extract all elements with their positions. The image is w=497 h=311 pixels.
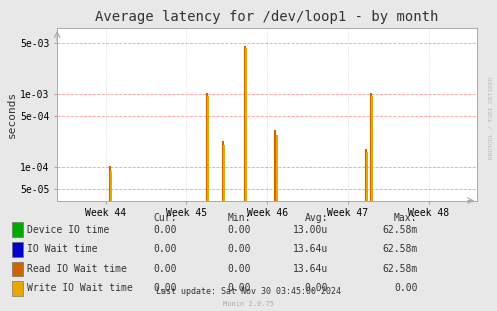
Text: 62.58m: 62.58m	[382, 264, 417, 274]
Text: 0.00: 0.00	[394, 283, 417, 293]
Text: Read IO Wait time: Read IO Wait time	[27, 264, 127, 274]
Text: 0.00: 0.00	[153, 225, 176, 234]
Text: Min:: Min:	[228, 213, 251, 223]
Text: 0.00: 0.00	[153, 283, 176, 293]
Text: 13.64u: 13.64u	[293, 244, 328, 254]
Text: Write IO Wait time: Write IO Wait time	[27, 283, 133, 293]
Text: Avg:: Avg:	[305, 213, 328, 223]
Text: Last update: Sat Nov 30 03:45:00 2024: Last update: Sat Nov 30 03:45:00 2024	[156, 287, 341, 296]
Text: Cur:: Cur:	[153, 213, 176, 223]
Text: Device IO time: Device IO time	[27, 225, 109, 234]
Text: 0.00: 0.00	[153, 244, 176, 254]
Text: 13.00u: 13.00u	[293, 225, 328, 234]
Text: 62.58m: 62.58m	[382, 225, 417, 234]
Text: IO Wait time: IO Wait time	[27, 244, 98, 254]
Title: Average latency for /dev/loop1 - by month: Average latency for /dev/loop1 - by mont…	[95, 10, 439, 24]
Text: 13.64u: 13.64u	[293, 264, 328, 274]
Text: 62.58m: 62.58m	[382, 244, 417, 254]
Text: 0.00: 0.00	[153, 264, 176, 274]
Text: 0.00: 0.00	[305, 283, 328, 293]
Text: Max:: Max:	[394, 213, 417, 223]
Text: 0.00: 0.00	[228, 244, 251, 254]
Text: 0.00: 0.00	[228, 283, 251, 293]
Text: 0.00: 0.00	[228, 264, 251, 274]
Text: Munin 2.0.75: Munin 2.0.75	[223, 301, 274, 307]
Y-axis label: seconds: seconds	[7, 91, 17, 138]
Text: RRDTOOL / TOBI OETIKER: RRDTOOL / TOBI OETIKER	[489, 77, 494, 160]
Text: 0.00: 0.00	[228, 225, 251, 234]
